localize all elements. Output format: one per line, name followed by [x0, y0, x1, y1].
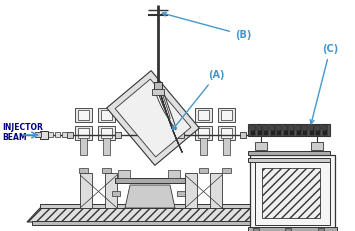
- Bar: [255, 160, 330, 225]
- Bar: [198, 128, 209, 138]
- Bar: [195, 108, 212, 122]
- Bar: [152, 89, 164, 95]
- Circle shape: [250, 125, 255, 131]
- Bar: [35, 132, 41, 137]
- Bar: [262, 168, 320, 218]
- Bar: [102, 168, 111, 173]
- Bar: [40, 204, 265, 208]
- Bar: [285, 228, 291, 231]
- Polygon shape: [107, 71, 199, 165]
- Bar: [103, 137, 110, 155]
- Bar: [48, 132, 53, 137]
- Bar: [195, 126, 212, 140]
- Bar: [154, 82, 162, 92]
- Bar: [55, 132, 60, 137]
- Bar: [276, 125, 281, 135]
- Bar: [32, 221, 277, 225]
- Bar: [308, 125, 313, 135]
- Bar: [101, 128, 112, 138]
- Bar: [302, 125, 307, 135]
- Bar: [80, 137, 87, 155]
- Bar: [269, 125, 274, 135]
- Bar: [283, 125, 288, 135]
- Circle shape: [256, 125, 262, 131]
- Circle shape: [315, 125, 320, 131]
- Bar: [75, 126, 92, 140]
- Bar: [322, 125, 327, 135]
- Bar: [115, 178, 185, 183]
- Bar: [112, 191, 120, 196]
- Polygon shape: [125, 185, 175, 208]
- Circle shape: [289, 125, 294, 131]
- Bar: [240, 132, 246, 138]
- Bar: [67, 132, 73, 138]
- Bar: [248, 151, 330, 155]
- Bar: [295, 125, 300, 135]
- Polygon shape: [115, 79, 191, 157]
- Bar: [250, 125, 255, 135]
- Bar: [248, 227, 337, 231]
- Circle shape: [263, 125, 268, 131]
- Circle shape: [276, 125, 281, 131]
- Bar: [200, 137, 207, 155]
- Bar: [199, 168, 208, 173]
- Bar: [221, 128, 232, 138]
- Bar: [221, 110, 232, 120]
- Bar: [250, 155, 335, 230]
- Bar: [98, 108, 115, 122]
- Bar: [198, 110, 209, 120]
- Bar: [79, 168, 88, 173]
- Bar: [98, 126, 115, 140]
- Bar: [222, 168, 231, 173]
- Circle shape: [269, 125, 275, 131]
- Circle shape: [321, 125, 327, 131]
- Text: INJECTOR: INJECTOR: [2, 122, 43, 131]
- Bar: [62, 132, 67, 137]
- Bar: [78, 110, 89, 120]
- Bar: [168, 170, 180, 178]
- Text: (B): (B): [162, 12, 251, 40]
- Bar: [80, 173, 92, 208]
- Bar: [223, 137, 230, 155]
- Circle shape: [282, 125, 288, 131]
- Circle shape: [295, 125, 301, 131]
- Bar: [311, 142, 323, 150]
- Bar: [263, 125, 268, 135]
- Bar: [210, 173, 222, 208]
- Bar: [101, 110, 112, 120]
- Text: BEAM: BEAM: [2, 134, 27, 143]
- Text: (C): (C): [310, 44, 338, 124]
- Circle shape: [302, 125, 307, 131]
- Text: (A): (A): [173, 70, 224, 130]
- Bar: [118, 170, 130, 178]
- Bar: [315, 125, 320, 135]
- Bar: [218, 108, 235, 122]
- Circle shape: [308, 125, 314, 131]
- Bar: [248, 124, 330, 136]
- Bar: [255, 142, 267, 150]
- Bar: [248, 158, 330, 162]
- Bar: [75, 108, 92, 122]
- Bar: [218, 126, 235, 140]
- Bar: [105, 173, 117, 208]
- Bar: [178, 132, 184, 138]
- Bar: [78, 128, 89, 138]
- Bar: [318, 228, 324, 231]
- Bar: [253, 228, 259, 231]
- Bar: [257, 125, 262, 135]
- Bar: [115, 132, 121, 138]
- Bar: [40, 131, 48, 139]
- Polygon shape: [27, 208, 278, 222]
- Bar: [185, 173, 197, 208]
- Bar: [289, 125, 294, 135]
- Bar: [177, 191, 185, 196]
